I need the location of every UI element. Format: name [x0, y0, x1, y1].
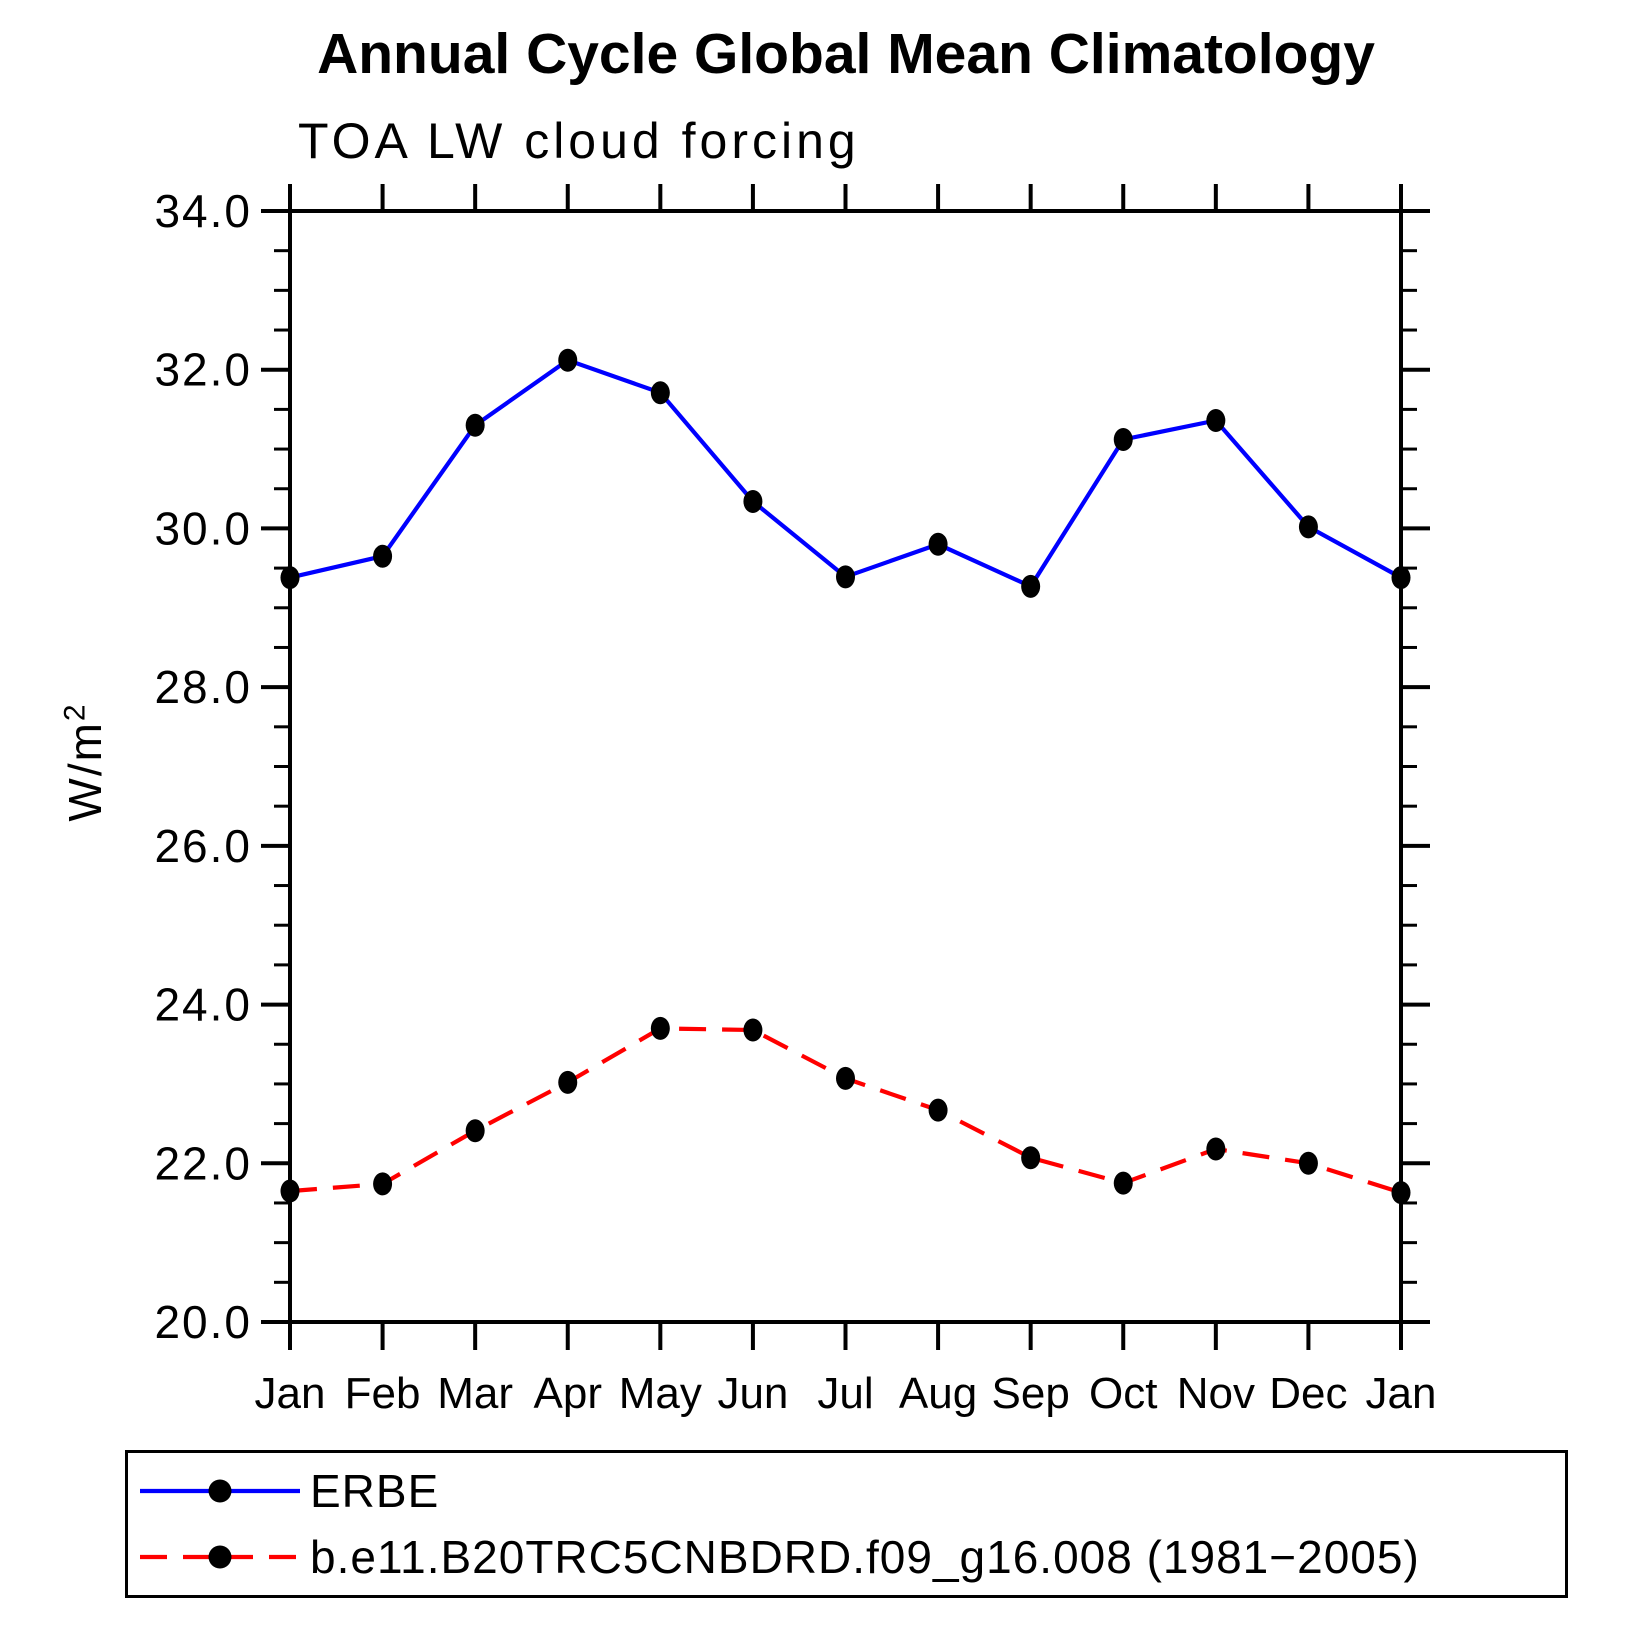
x-tick-label: Apr — [534, 1369, 602, 1418]
y-tick-label: 30.0 — [154, 502, 252, 554]
data-point-marker — [1113, 1171, 1133, 1195]
data-point-marker — [1298, 515, 1318, 539]
x-tick-label: Aug — [899, 1369, 977, 1418]
legend-label: ERBE — [310, 1464, 440, 1517]
data-point-marker — [280, 566, 300, 590]
x-tick-label: Jan — [1366, 1369, 1437, 1418]
data-point-marker — [836, 1066, 855, 1090]
data-point-marker — [928, 1098, 948, 1122]
data-point-marker — [1206, 409, 1226, 433]
data-point-marker — [1113, 428, 1133, 452]
y-tick-label: 22.0 — [154, 1137, 252, 1189]
chart-title: Annual Cycle Global Mean Climatology — [317, 22, 1375, 86]
data-point-marker — [465, 413, 485, 437]
legend-box: ERBE b.e11.B20TRC5CNBDRD.f09_g16.008 (198… — [125, 1450, 1568, 1598]
legend-marker-dot — [208, 1479, 232, 1503]
data-point-marker — [280, 1179, 300, 1203]
x-tick-label: Jul — [817, 1369, 873, 1418]
data-point-marker — [743, 489, 763, 513]
x-tick-label: Sep — [992, 1369, 1070, 1418]
data-point-marker — [1298, 1151, 1318, 1175]
y-tick-label: 24.0 — [154, 979, 252, 1031]
data-point-marker — [1391, 1181, 1411, 1205]
data-point-marker — [1391, 566, 1411, 590]
data-point-marker — [836, 565, 855, 589]
legend-item: b.e11.B20TRC5CNBDRD.f09_g16.008 (1981−20… — [134, 1528, 1565, 1586]
data-point-marker — [1021, 574, 1041, 598]
legend-marker-dot — [208, 1545, 232, 1569]
x-tick-label: May — [619, 1369, 702, 1418]
chart-subtitle: TOA LW cloud forcing — [298, 113, 860, 169]
plot-frame — [288, 209, 1403, 1324]
data-point-marker — [465, 1119, 485, 1143]
data-point-marker — [928, 532, 948, 556]
data-point-marker — [1206, 1137, 1226, 1161]
data-point-marker — [1021, 1146, 1041, 1170]
data-point-marker — [743, 1018, 763, 1042]
x-tick-label: Nov — [1177, 1369, 1255, 1418]
y-tick-label: 20.0 — [154, 1296, 252, 1348]
legend-label: b.e11.B20TRC5CNBDRD.f09_g16.008 (1981−20… — [310, 1531, 1420, 1584]
data-point-marker — [373, 1172, 393, 1196]
x-tick-label: Oct — [1089, 1369, 1157, 1418]
legend-sample-line — [140, 1479, 300, 1503]
x-tick-label: Feb — [345, 1369, 421, 1418]
series-line-1 — [289, 1026, 1402, 1195]
legend-item: ERBE — [134, 1462, 1565, 1520]
y-tick-label: 32.0 — [154, 344, 252, 396]
data-point-marker — [650, 381, 670, 405]
x-tick-label: Dec — [1269, 1369, 1347, 1418]
data-point-marker — [558, 1070, 578, 1094]
x-tick-label: Jan — [255, 1369, 326, 1418]
series-line-0 — [289, 357, 1403, 590]
x-tick-label: Mar — [437, 1369, 513, 1418]
y-tick-label: 34.0 — [154, 185, 252, 237]
legend-sample-line — [140, 1545, 300, 1569]
data-point-marker — [373, 544, 393, 568]
y-tick-label: 28.0 — [154, 661, 252, 713]
y-tick-label: 26.0 — [154, 820, 252, 872]
data-point-marker — [558, 348, 578, 372]
x-tick-label: Jun — [717, 1369, 788, 1418]
data-point-marker — [650, 1016, 670, 1040]
